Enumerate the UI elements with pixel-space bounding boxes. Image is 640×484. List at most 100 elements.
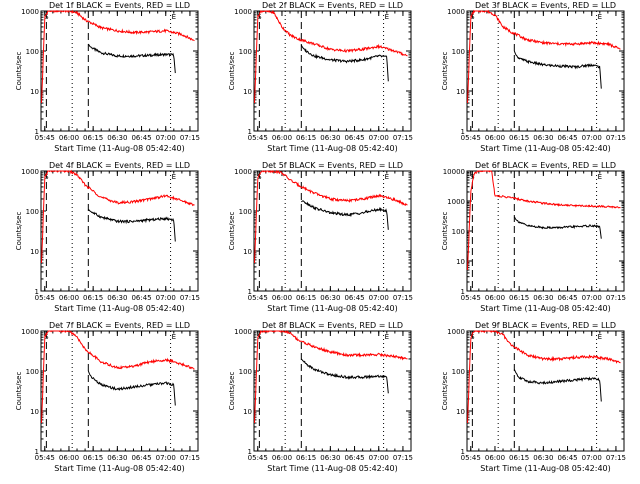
x-tick-label: 06:00 [485, 134, 505, 142]
events-series-line [87, 370, 176, 406]
x-tick-label: 06:00 [485, 454, 505, 462]
detector-panel: Det 3f BLACK = Events, RED = LLD 1 10 100 10… [426, 0, 639, 160]
y-tick-label: 100 [452, 48, 465, 56]
events-series-line [513, 216, 602, 239]
y-tick-label: 1 [35, 288, 39, 296]
lightcurve-plot: Det 5f BLACK = Events, RED = LLD 1 10 100 10… [228, 161, 413, 313]
flag-label: S [257, 13, 262, 21]
y-tick-label: 100 [26, 208, 39, 216]
x-tick-label: 06:45 [131, 134, 151, 142]
y-tick-label: 10 [456, 88, 465, 96]
y-tick-label: 1 [35, 128, 39, 136]
chart-title: Det 8f BLACK = Events, RED = LLD [262, 321, 403, 330]
x-tick-label: 06:15 [83, 294, 103, 302]
plot-frame [466, 10, 625, 132]
chart-title: Det 7f BLACK = Events, RED = LLD [49, 321, 190, 330]
lightcurve-plot: Det 6f BLACK = Events, RED = LLD 1 10 100 10… [441, 161, 626, 313]
chart-title: Det 4f BLACK = Events, RED = LLD [49, 161, 190, 170]
x-axis-label: Start Time (11-Aug-08 05:42:40) [267, 304, 398, 313]
lld-series-line [254, 9, 408, 104]
plot-frame [253, 170, 412, 292]
y-tick-label: 1 [35, 448, 39, 456]
x-tick-label: 06:45 [557, 294, 577, 302]
x-tick-label: 06:00 [59, 454, 79, 462]
x-axis-label: Start Time (11-Aug-08 05:42:40) [480, 304, 611, 313]
flag-label: E [598, 173, 602, 181]
lightcurve-plot: Det 9f BLACK = Events, RED = LLD 1 10 100 10… [441, 321, 626, 473]
x-tick-label: 06:00 [272, 294, 292, 302]
y-tick-label: 100 [452, 368, 465, 376]
events-series-line [513, 50, 602, 89]
x-tick-label: 07:00 [156, 454, 176, 462]
flag-label: E [598, 13, 602, 21]
x-tick-label: 07:00 [582, 454, 602, 462]
x-tick-label: 06:00 [272, 454, 292, 462]
y-tick-label: 1000 [234, 8, 252, 16]
plot-frame [253, 330, 412, 452]
x-axis-label: Start Time (11-Aug-08 05:42:40) [480, 464, 611, 473]
x-tick-label: 07:15 [180, 454, 200, 462]
x-tick-label: 06:15 [296, 294, 316, 302]
x-tick-label: 06:00 [272, 134, 292, 142]
flag-label: S [44, 13, 49, 21]
x-tick-label: 07:15 [606, 134, 626, 142]
y-tick-label: 1 [461, 448, 465, 456]
y-tick-label: 1000 [447, 328, 465, 336]
x-tick-label: 07:00 [369, 294, 389, 302]
y-tick-label: 1000 [234, 328, 252, 336]
events-series-line [300, 358, 389, 394]
detector-panel: Det 8f BLACK = Events, RED = LLD 1 10 100 10… [213, 320, 426, 480]
chart-title: Det 3f BLACK = Events, RED = LLD [475, 1, 616, 10]
events-series-line [87, 43, 176, 74]
y-axis-label: Counts/sec [228, 52, 236, 91]
y-axis-label: Counts/sec [228, 212, 236, 251]
x-tick-label: 05:45 [248, 454, 268, 462]
x-tick-label: 06:15 [296, 134, 316, 142]
x-tick-label: 05:45 [248, 294, 268, 302]
y-tick-label: 1 [248, 448, 252, 456]
x-axis-label: Start Time (11-Aug-08 05:42:40) [480, 144, 611, 153]
flag-label: E [172, 173, 176, 181]
lld-series-line [41, 330, 195, 424]
events-series-line [301, 200, 389, 230]
detector-panel: Det 6f BLACK = Events, RED = LLD 1 10 100 10… [426, 160, 639, 320]
x-tick-label: 06:15 [296, 454, 316, 462]
x-tick-label: 06:45 [344, 454, 364, 462]
detector-panel: Det 7f BLACK = Events, RED = LLD 1 10 100 10… [0, 320, 213, 480]
x-tick-label: 06:30 [533, 454, 553, 462]
events-series-line [513, 369, 602, 402]
y-tick-label: 1000 [447, 198, 465, 206]
y-tick-label: 100 [239, 368, 252, 376]
x-tick-label: 06:00 [485, 294, 505, 302]
x-tick-label: 06:45 [557, 134, 577, 142]
lightcurve-plot: Det 1f BLACK = Events, RED = LLD 1 10 100 10… [15, 1, 200, 153]
y-tick-label: 100 [239, 48, 252, 56]
flag-label: S [44, 173, 49, 181]
y-tick-label: 1 [461, 128, 465, 136]
x-tick-label: 07:15 [393, 134, 413, 142]
y-tick-label: 1000 [447, 8, 465, 16]
plot-frame [253, 10, 412, 132]
lld-series-line [467, 9, 621, 104]
y-axis-label: Counts/sec [228, 372, 236, 411]
chart-title: Det 6f BLACK = Events, RED = LLD [475, 161, 616, 170]
y-tick-label: 1 [461, 288, 465, 296]
y-tick-label: 100 [452, 228, 465, 236]
flag-label: E [385, 13, 389, 21]
x-tick-label: 06:30 [107, 454, 127, 462]
x-tick-label: 06:45 [344, 294, 364, 302]
x-tick-label: 07:00 [369, 454, 389, 462]
x-tick-label: 07:15 [606, 454, 626, 462]
x-tick-label: 05:45 [35, 454, 55, 462]
y-tick-label: 10 [456, 408, 465, 416]
x-tick-label: 06:30 [533, 134, 553, 142]
lld-series-line [254, 169, 408, 264]
x-tick-label: 06:15 [83, 134, 103, 142]
x-tick-label: 05:45 [248, 134, 268, 142]
detector-panel: Det 2f BLACK = Events, RED = LLD 1 10 100 10… [213, 0, 426, 160]
y-tick-label: 10000 [443, 168, 465, 176]
x-tick-label: 06:30 [533, 294, 553, 302]
x-tick-label: 07:00 [156, 294, 176, 302]
detector-panel: Det 5f BLACK = Events, RED = LLD 1 10 100 10… [213, 160, 426, 320]
